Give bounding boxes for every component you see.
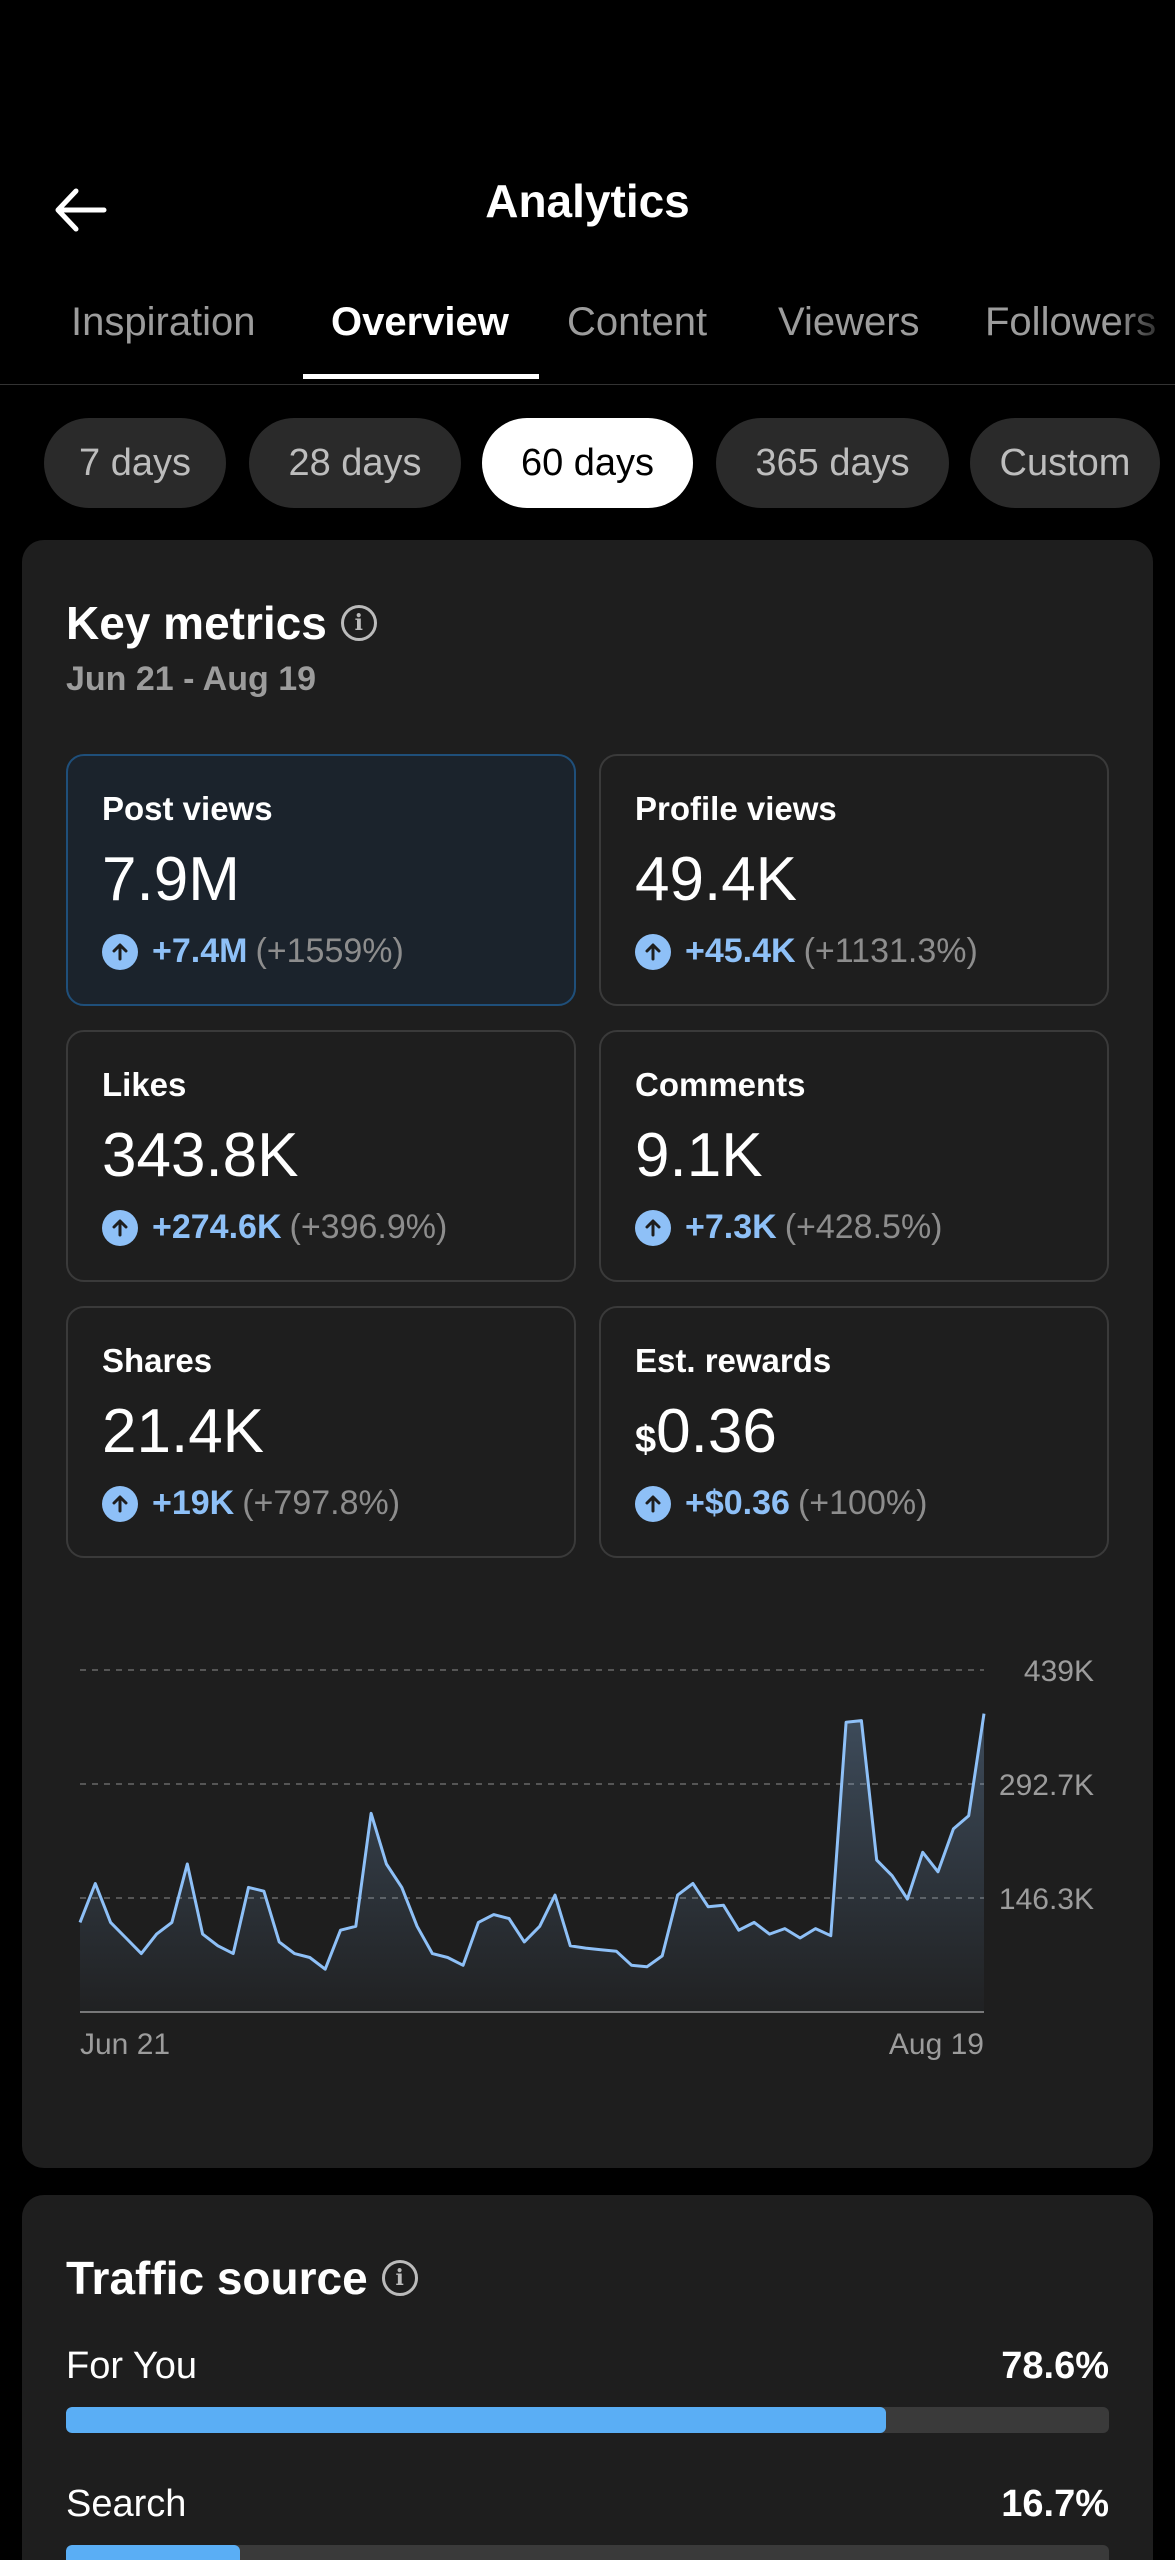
metric-change-value: +7.4M — [152, 932, 248, 970]
metric-change-percent: (+100%) — [797, 1484, 928, 1522]
traffic-source-search: Search 16.7% — [66, 2483, 1109, 2560]
info-icon[interactable]: i — [381, 2260, 418, 2296]
date-range-selector: 7 days 28 days 60 days 365 days Custom — [0, 418, 1175, 510]
traffic-source-for-you: For You 78.6% — [66, 2345, 1109, 2445]
y-tick-label: 146.3K — [999, 1883, 1094, 1916]
metric-tile-post-views[interactable]: Post views 7.9M +7.4M (+1559%) — [66, 754, 576, 1006]
app-header: Analytics — [0, 160, 1175, 250]
metric-change-value: +7.3K — [685, 1208, 777, 1246]
page-title: Analytics — [485, 175, 690, 227]
metric-label: Comments — [635, 1066, 806, 1103]
metric-label: Est. rewards — [635, 1342, 832, 1379]
metric-change-percent: (+396.9%) — [289, 1208, 448, 1246]
metric-number: 7.9M — [102, 845, 240, 914]
metric-number: 21.4K — [102, 1397, 265, 1466]
metric-change-percent: (+1131.3%) — [803, 932, 978, 970]
metric-value: 49.4K — [635, 844, 797, 915]
y-tick-label: 292.7K — [999, 1769, 1094, 1802]
traffic-source-bar-track — [66, 2407, 1109, 2433]
traffic-source-bar-fill — [66, 2545, 241, 2560]
metric-change: +19K (+797.8%) — [102, 1484, 400, 1523]
traffic-source-bar-fill — [66, 2407, 886, 2433]
metric-change-percent: (+797.8%) — [242, 1484, 401, 1522]
metric-value: 343.8K — [102, 1120, 299, 1191]
metric-change: +7.4M (+1559%) — [102, 932, 404, 971]
traffic-source-card: Traffic source i For You 78.6% Search 16.7% — [22, 2195, 1153, 2560]
metric-value: 9.1K — [635, 1120, 763, 1191]
metric-value: $0.36 — [635, 1396, 777, 1467]
active-tab-indicator — [303, 374, 539, 379]
metric-tile-shares[interactable]: Shares 21.4K +19K (+797.8%) — [66, 1306, 576, 1558]
arrow-up-circle-icon — [102, 1485, 138, 1522]
range-chip-7-days[interactable]: 7 days — [44, 418, 226, 508]
chart-area-fill — [80, 1713, 984, 2012]
metric-change-percent: (+1559%) — [255, 932, 404, 970]
x-tick-label: Aug 19 — [889, 2028, 984, 2061]
tab-inspiration[interactable]: Inspiration — [71, 300, 256, 344]
metric-number: 9.1K — [635, 1121, 763, 1190]
metric-change-value: +$0.36 — [685, 1484, 790, 1522]
metric-change-value: +274.6K — [152, 1208, 282, 1246]
y-tick-label: 439K — [1024, 1655, 1094, 1688]
metric-label: Likes — [102, 1066, 187, 1103]
tabs-fade-overlay — [1115, 280, 1175, 380]
traffic-source-bar-track — [66, 2545, 1109, 2560]
metric-tile-est-rewards[interactable]: Est. rewards $0.36 +$0.36 (+100%) — [599, 1306, 1109, 1558]
metric-change: +274.6K (+396.9%) — [102, 1208, 447, 1247]
metric-label: Shares — [102, 1342, 213, 1379]
metric-label: Profile views — [635, 790, 837, 827]
tab-overview[interactable]: Overview — [331, 300, 509, 344]
range-chip-custom[interactable]: Custom — [970, 418, 1160, 508]
arrow-up-circle-icon — [635, 1485, 671, 1522]
metrics-chart[interactable]: 439K 292.7K 146.3K Jun 21 Aug 19 — [22, 1590, 1153, 2150]
metric-change: +45.4K (+1131.3%) — [635, 932, 978, 971]
metric-number: 343.8K — [102, 1121, 299, 1190]
traffic-source-title: Traffic source — [66, 2252, 368, 2304]
metric-change: +7.3K (+428.5%) — [635, 1208, 943, 1247]
metric-tile-comments[interactable]: Comments 9.1K +7.3K (+428.5%) — [599, 1030, 1109, 1282]
metric-value: 21.4K — [102, 1396, 264, 1467]
range-chip-60-days[interactable]: 60 days — [482, 418, 693, 508]
info-icon[interactable]: i — [340, 605, 377, 641]
tab-viewers[interactable]: Viewers — [778, 300, 920, 344]
traffic-source-header: Traffic source i — [66, 2251, 418, 2305]
chart-series-line — [78, 1713, 986, 1971]
traffic-source-name: Search — [66, 2483, 187, 2525]
metric-change-value: +19K — [152, 1484, 235, 1522]
range-chip-28-days[interactable]: 28 days — [249, 418, 461, 508]
key-metrics-card: Key metrics i Jun 21 - Aug 19 Post views… — [22, 540, 1153, 2168]
metric-change-percent: (+428.5%) — [784, 1208, 943, 1246]
arrow-up-circle-icon — [102, 933, 138, 970]
arrow-up-circle-icon — [635, 933, 671, 970]
traffic-source-percent: 16.7% — [1001, 2483, 1109, 2525]
metric-number: 0.36 — [656, 1397, 777, 1466]
metric-change-value: +45.4K — [685, 932, 796, 970]
tab-bar: Inspiration Overview Content Viewers Fol… — [0, 280, 1175, 385]
x-tick-label: Jun 21 — [80, 2028, 170, 2061]
metric-number: 49.4K — [635, 845, 798, 914]
traffic-source-name: For You — [66, 2345, 197, 2387]
back-button[interactable] — [40, 170, 120, 250]
arrow-up-circle-icon — [635, 1209, 671, 1246]
date-range-label: Jun 21 - Aug 19 — [66, 660, 317, 698]
tab-content[interactable]: Content — [567, 300, 708, 344]
metric-value: 7.9M — [102, 844, 240, 915]
key-metrics-header: Key metrics i — [66, 596, 377, 650]
key-metrics-title: Key metrics — [66, 597, 327, 649]
arrow-left-icon — [55, 188, 107, 232]
metric-currency: $ — [635, 1419, 657, 1461]
arrow-up-circle-icon — [102, 1209, 138, 1246]
metric-label: Post views — [102, 790, 273, 827]
metric-change: +$0.36 (+100%) — [635, 1484, 927, 1523]
range-chip-365-days[interactable]: 365 days — [716, 418, 949, 508]
metric-tile-profile-views[interactable]: Profile views 49.4K +45.4K (+1131.3%) — [599, 754, 1109, 1006]
traffic-source-percent: 78.6% — [1001, 2345, 1109, 2387]
metric-tile-likes[interactable]: Likes 343.8K +274.6K (+396.9%) — [66, 1030, 576, 1282]
